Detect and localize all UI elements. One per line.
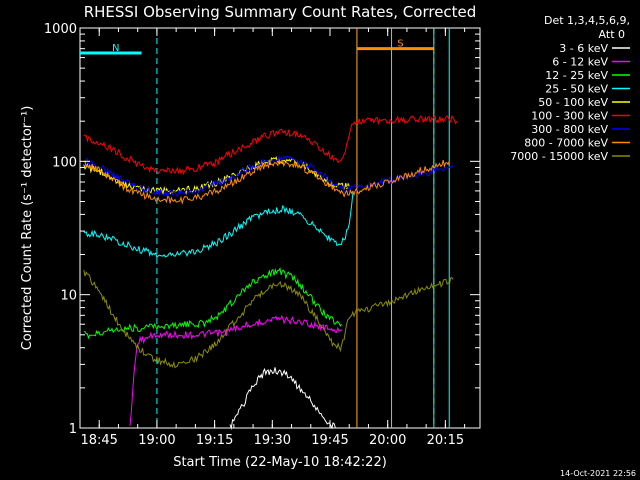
series-line: [83, 114, 458, 175]
legend-label: 50 - 100 keV: [538, 96, 608, 109]
x-axis: 18:45 19:00 19:15 19:30 19:45 20:00 20:15: [80, 28, 464, 448]
chart-title: RHESSI Observing Summary Count Rates, Co…: [84, 3, 477, 21]
series-line: [83, 190, 354, 259]
series-line: [83, 158, 450, 205]
y-tick-label: 100: [52, 155, 77, 170]
plot-frame: [79, 27, 481, 429]
y-axis-label: Corrected Count Rate (s⁻¹ detector⁻¹): [20, 106, 35, 351]
x-tick-label: 19:45: [311, 433, 348, 448]
minor-y-ticks: [80, 33, 480, 389]
legend-label: 800 - 7000 keV: [524, 137, 608, 150]
legend-header-line-2: Att 0: [599, 28, 625, 41]
series-line: [83, 269, 454, 369]
flag-label: N: [112, 43, 119, 54]
legend-label: 6 - 12 keV: [552, 56, 608, 69]
legend-label: 12 - 25 keV: [545, 69, 608, 82]
series-line: [83, 267, 342, 340]
legend-label: 3 - 6 keV: [559, 42, 608, 55]
legend-label: 300 - 800 keV: [531, 123, 608, 136]
x-axis-label: Start Time (22-May-10 18:42:22): [173, 455, 387, 470]
y-tick-label: 1: [69, 422, 77, 437]
x-tick-label: 19:15: [196, 433, 233, 448]
x-tick-label: 19:00: [138, 433, 175, 448]
legend-header-line-1: Det 1,3,4,5,6,9,: [544, 14, 630, 27]
y-axis: 1 10 100 1000: [44, 22, 480, 437]
legend-label: 7000 - 15000 keV: [510, 150, 608, 163]
series-lines: [83, 114, 458, 430]
series-line: [129, 314, 342, 426]
series-line: [229, 367, 338, 430]
x-tick-label: 20:00: [369, 433, 406, 448]
y-tick-label: 10: [60, 289, 77, 304]
y-tick-label: 1000: [44, 22, 77, 37]
x-tick-label: 19:30: [254, 433, 291, 448]
flag-label: S: [397, 39, 403, 50]
legend-label: 100 - 300 keV: [531, 110, 608, 123]
footer-timestamp: 14-Oct-2021 22:56: [560, 469, 636, 478]
x-tick-label: 20:15: [427, 433, 464, 448]
legend-label: 25 - 50 keV: [545, 83, 608, 96]
x-tick-label: 18:45: [80, 433, 117, 448]
